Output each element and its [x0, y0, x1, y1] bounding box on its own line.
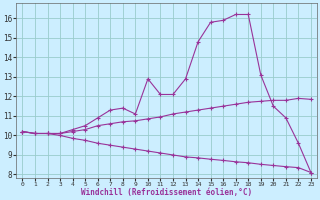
- X-axis label: Windchill (Refroidissement éolien,°C): Windchill (Refroidissement éolien,°C): [81, 188, 252, 197]
